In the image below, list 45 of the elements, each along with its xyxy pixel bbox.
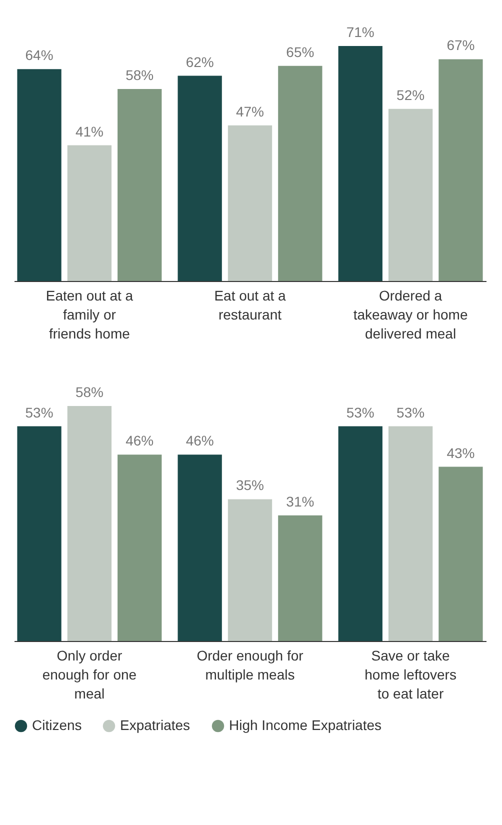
legend-label: Citizens [32, 717, 82, 733]
bar [228, 499, 272, 641]
bar [178, 76, 222, 281]
bar [17, 426, 62, 641]
x-tick-label: Eaten out at a family or friends home [46, 288, 134, 342]
data-label: 65% [286, 44, 314, 60]
bar [338, 426, 382, 641]
bar [67, 406, 112, 641]
x-tick-label: Ordered a takeaway or home delivered meal [353, 288, 468, 342]
data-label: 41% [75, 123, 104, 140]
bar [278, 515, 322, 641]
data-label: 58% [126, 67, 154, 84]
data-label: 53% [396, 404, 425, 420]
bar [438, 466, 483, 641]
legend-label: Expatriates [120, 717, 190, 733]
data-label: 71% [346, 24, 374, 40]
data-label: 52% [396, 86, 425, 103]
bar [388, 426, 433, 641]
data-label: 53% [25, 404, 54, 420]
data-label: 46% [186, 432, 214, 449]
bar [338, 46, 382, 281]
bar [438, 59, 483, 281]
x-tick-label: Eat out at a restaurant [214, 288, 286, 322]
data-label: 53% [346, 404, 374, 420]
x-tick-label: Order enough for multiple meals [196, 648, 304, 682]
data-label: 58% [75, 384, 104, 400]
legend-label: High Income Expatriates [229, 717, 382, 733]
bar [388, 108, 433, 281]
data-label: 46% [126, 432, 154, 449]
data-label: 64% [25, 47, 54, 64]
bar [278, 66, 322, 281]
data-label: 43% [446, 444, 475, 461]
x-tick-label: Only order enough for one meal [42, 648, 137, 702]
bar [118, 454, 162, 641]
x-tick-label: Save or take home leftovers to eat later [364, 648, 456, 702]
data-label: 35% [236, 477, 264, 494]
bar [67, 145, 112, 281]
data-label: 62% [186, 54, 214, 70]
bar [228, 125, 272, 281]
bar [118, 89, 162, 281]
data-label: 47% [236, 103, 264, 120]
bar [178, 454, 222, 641]
bar [17, 69, 62, 281]
data-label: 67% [446, 37, 475, 54]
data-label: 31% [286, 493, 314, 510]
